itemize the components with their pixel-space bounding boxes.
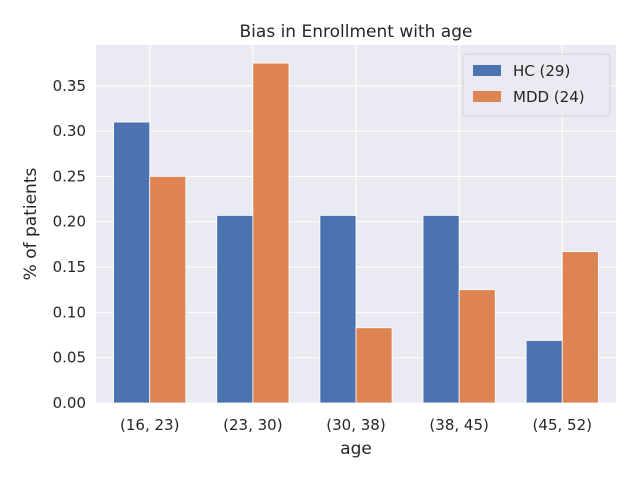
legend-swatch xyxy=(473,65,501,76)
y-tick-label: 0.05 xyxy=(53,349,86,367)
bars xyxy=(113,62,599,404)
x-tick-label: (45, 52) xyxy=(533,416,592,434)
x-tick-label: (30, 38) xyxy=(326,416,385,434)
legend-swatch xyxy=(473,91,501,102)
y-tick-label: 0.00 xyxy=(53,394,86,412)
bar-mdd-1 xyxy=(252,62,290,404)
bar-hc-1 xyxy=(216,214,254,404)
bar-mdd-0 xyxy=(149,176,187,404)
bar-mdd-4 xyxy=(561,251,599,404)
y-tick-label: 0.10 xyxy=(53,303,86,321)
chart-title: Bias in Enrollment with age xyxy=(240,22,473,42)
y-tick-label: 0.20 xyxy=(53,213,86,231)
bar-hc-3 xyxy=(422,214,460,404)
bar-hc-4 xyxy=(525,340,563,404)
y-tick-label: 0.35 xyxy=(53,77,86,95)
bar-hc-2 xyxy=(319,214,357,404)
x-tick-label: (38, 45) xyxy=(429,416,488,434)
x-tick-labels: (16, 23) (23, 30) (30, 38) (38, 45) (45, 52) xyxy=(120,416,592,434)
legend: HC (29) MDD (24) xyxy=(462,53,611,117)
x-axis-label: age xyxy=(340,439,372,459)
legend-label: MDD (24) xyxy=(513,88,585,106)
bar-hc-0 xyxy=(113,121,151,404)
bar-mdd-3 xyxy=(458,289,496,404)
y-tick-labels: 0.00 0.05 0.10 0.15 0.20 0.25 0.30 0.35 xyxy=(53,77,86,412)
y-tick-label: 0.30 xyxy=(53,122,86,140)
y-tick-label: 0.25 xyxy=(53,167,86,185)
y-axis-label: % of patients xyxy=(21,168,41,281)
x-tick-label: (23, 30) xyxy=(223,416,282,434)
y-tick-label: 0.15 xyxy=(53,258,86,276)
legend-label: HC (29) xyxy=(513,62,570,80)
bar-mdd-2 xyxy=(355,327,393,404)
x-tick-label: (16, 23) xyxy=(120,416,179,434)
